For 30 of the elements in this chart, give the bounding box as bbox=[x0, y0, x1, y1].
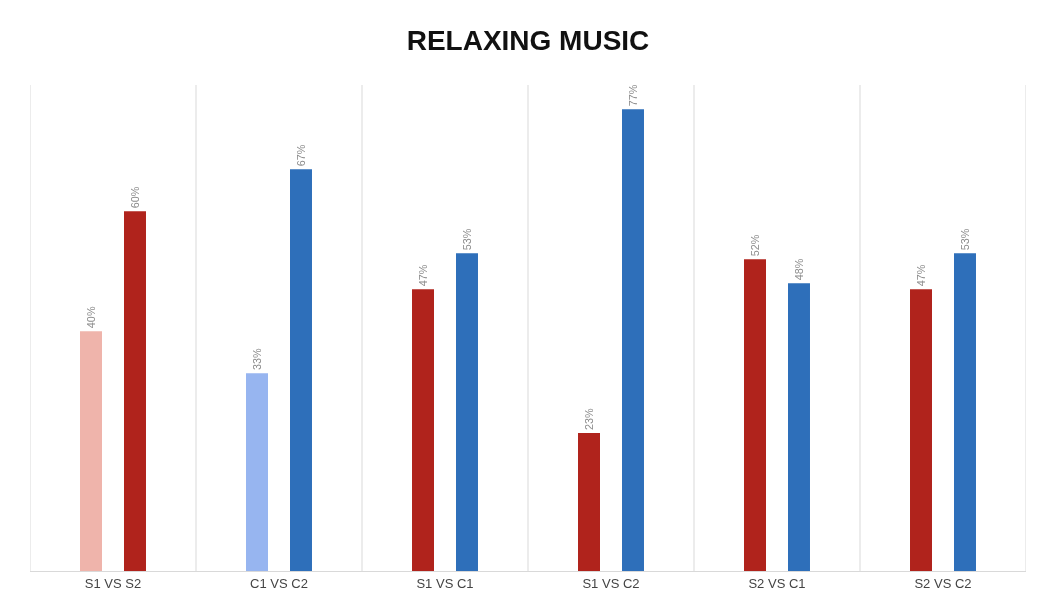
bar bbox=[954, 253, 976, 571]
bar bbox=[910, 289, 932, 571]
data-label: 40% bbox=[84, 306, 97, 329]
data-label: 67% bbox=[294, 144, 307, 167]
x-tick-label: S2 VS C2 bbox=[914, 575, 972, 591]
data-label: 23% bbox=[582, 408, 595, 431]
x-tick-label: S1 VS S2 bbox=[84, 575, 142, 591]
data-label: 77% bbox=[626, 84, 639, 107]
data-label: 33% bbox=[250, 348, 263, 371]
data-label: 52% bbox=[748, 234, 761, 257]
bar bbox=[290, 169, 312, 571]
x-tick-label: S1 VS C1 bbox=[416, 575, 474, 591]
data-label: 48% bbox=[792, 258, 805, 281]
x-tick-label: C1 VS C2 bbox=[250, 575, 308, 591]
bar bbox=[578, 433, 600, 571]
x-tick-label: S1 VS C2 bbox=[582, 575, 640, 591]
data-label: 47% bbox=[914, 264, 927, 287]
x-tick-label: S2 VS C1 bbox=[748, 575, 806, 591]
data-label: 60% bbox=[128, 186, 141, 209]
bar bbox=[80, 331, 102, 571]
bar bbox=[744, 259, 766, 571]
chart-title: RELAXING MUSIC bbox=[406, 24, 650, 56]
bar bbox=[456, 253, 478, 571]
data-label: 53% bbox=[958, 228, 971, 251]
bar bbox=[412, 289, 434, 571]
bar bbox=[246, 373, 268, 571]
data-label: 53% bbox=[460, 228, 473, 251]
bar bbox=[622, 109, 644, 571]
data-label: 47% bbox=[416, 264, 429, 287]
bar bbox=[788, 283, 810, 571]
